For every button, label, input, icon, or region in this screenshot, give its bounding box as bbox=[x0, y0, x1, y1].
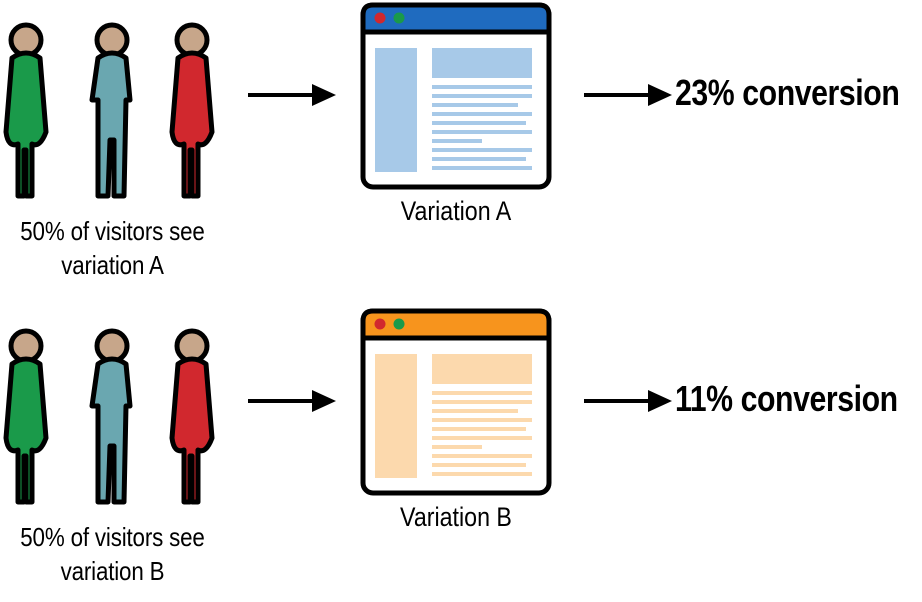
visitor-caption-b: 50% of visitors see variation B bbox=[16, 520, 210, 588]
arrow-right-icon bbox=[582, 80, 674, 110]
person-icon-blue bbox=[89, 328, 133, 505]
conversion-result-b: 11% conversion bbox=[675, 378, 898, 419]
window-dot-green bbox=[393, 12, 405, 24]
window-dot-red bbox=[374, 12, 386, 24]
variation-b-label: Variation B bbox=[400, 502, 512, 532]
window-dot-green bbox=[393, 318, 405, 330]
window-dot-red bbox=[374, 318, 386, 330]
visitor-group-b bbox=[0, 324, 225, 509]
person-icon-green bbox=[3, 328, 49, 505]
browser-window-b bbox=[360, 308, 552, 496]
caption-line-2: variation A bbox=[61, 250, 164, 280]
conversion-result-a: 23% conversion bbox=[675, 72, 900, 113]
caption-line-1: 50% of visitors see bbox=[20, 522, 205, 552]
arrow-right-icon bbox=[582, 386, 674, 416]
caption-line-2: variation B bbox=[60, 556, 165, 586]
arrow-right-icon bbox=[246, 386, 338, 416]
browser-window-a bbox=[360, 2, 552, 190]
person-icon-red bbox=[169, 328, 215, 505]
person-icon-green bbox=[3, 22, 49, 199]
variation-b-row: 50% of visitors see variation B bbox=[0, 306, 922, 602]
person-icon-red bbox=[169, 22, 215, 199]
variation-a-row: 50% of visitors see variation A bbox=[0, 0, 922, 296]
variation-a-label: Variation A bbox=[400, 196, 512, 226]
visitor-caption-a: 50% of visitors see variation A bbox=[16, 214, 210, 282]
arrow-right-icon bbox=[246, 80, 338, 110]
caption-line-1: 50% of visitors see bbox=[20, 216, 205, 246]
visitor-group-a bbox=[0, 18, 225, 203]
person-icon-blue bbox=[89, 22, 133, 199]
